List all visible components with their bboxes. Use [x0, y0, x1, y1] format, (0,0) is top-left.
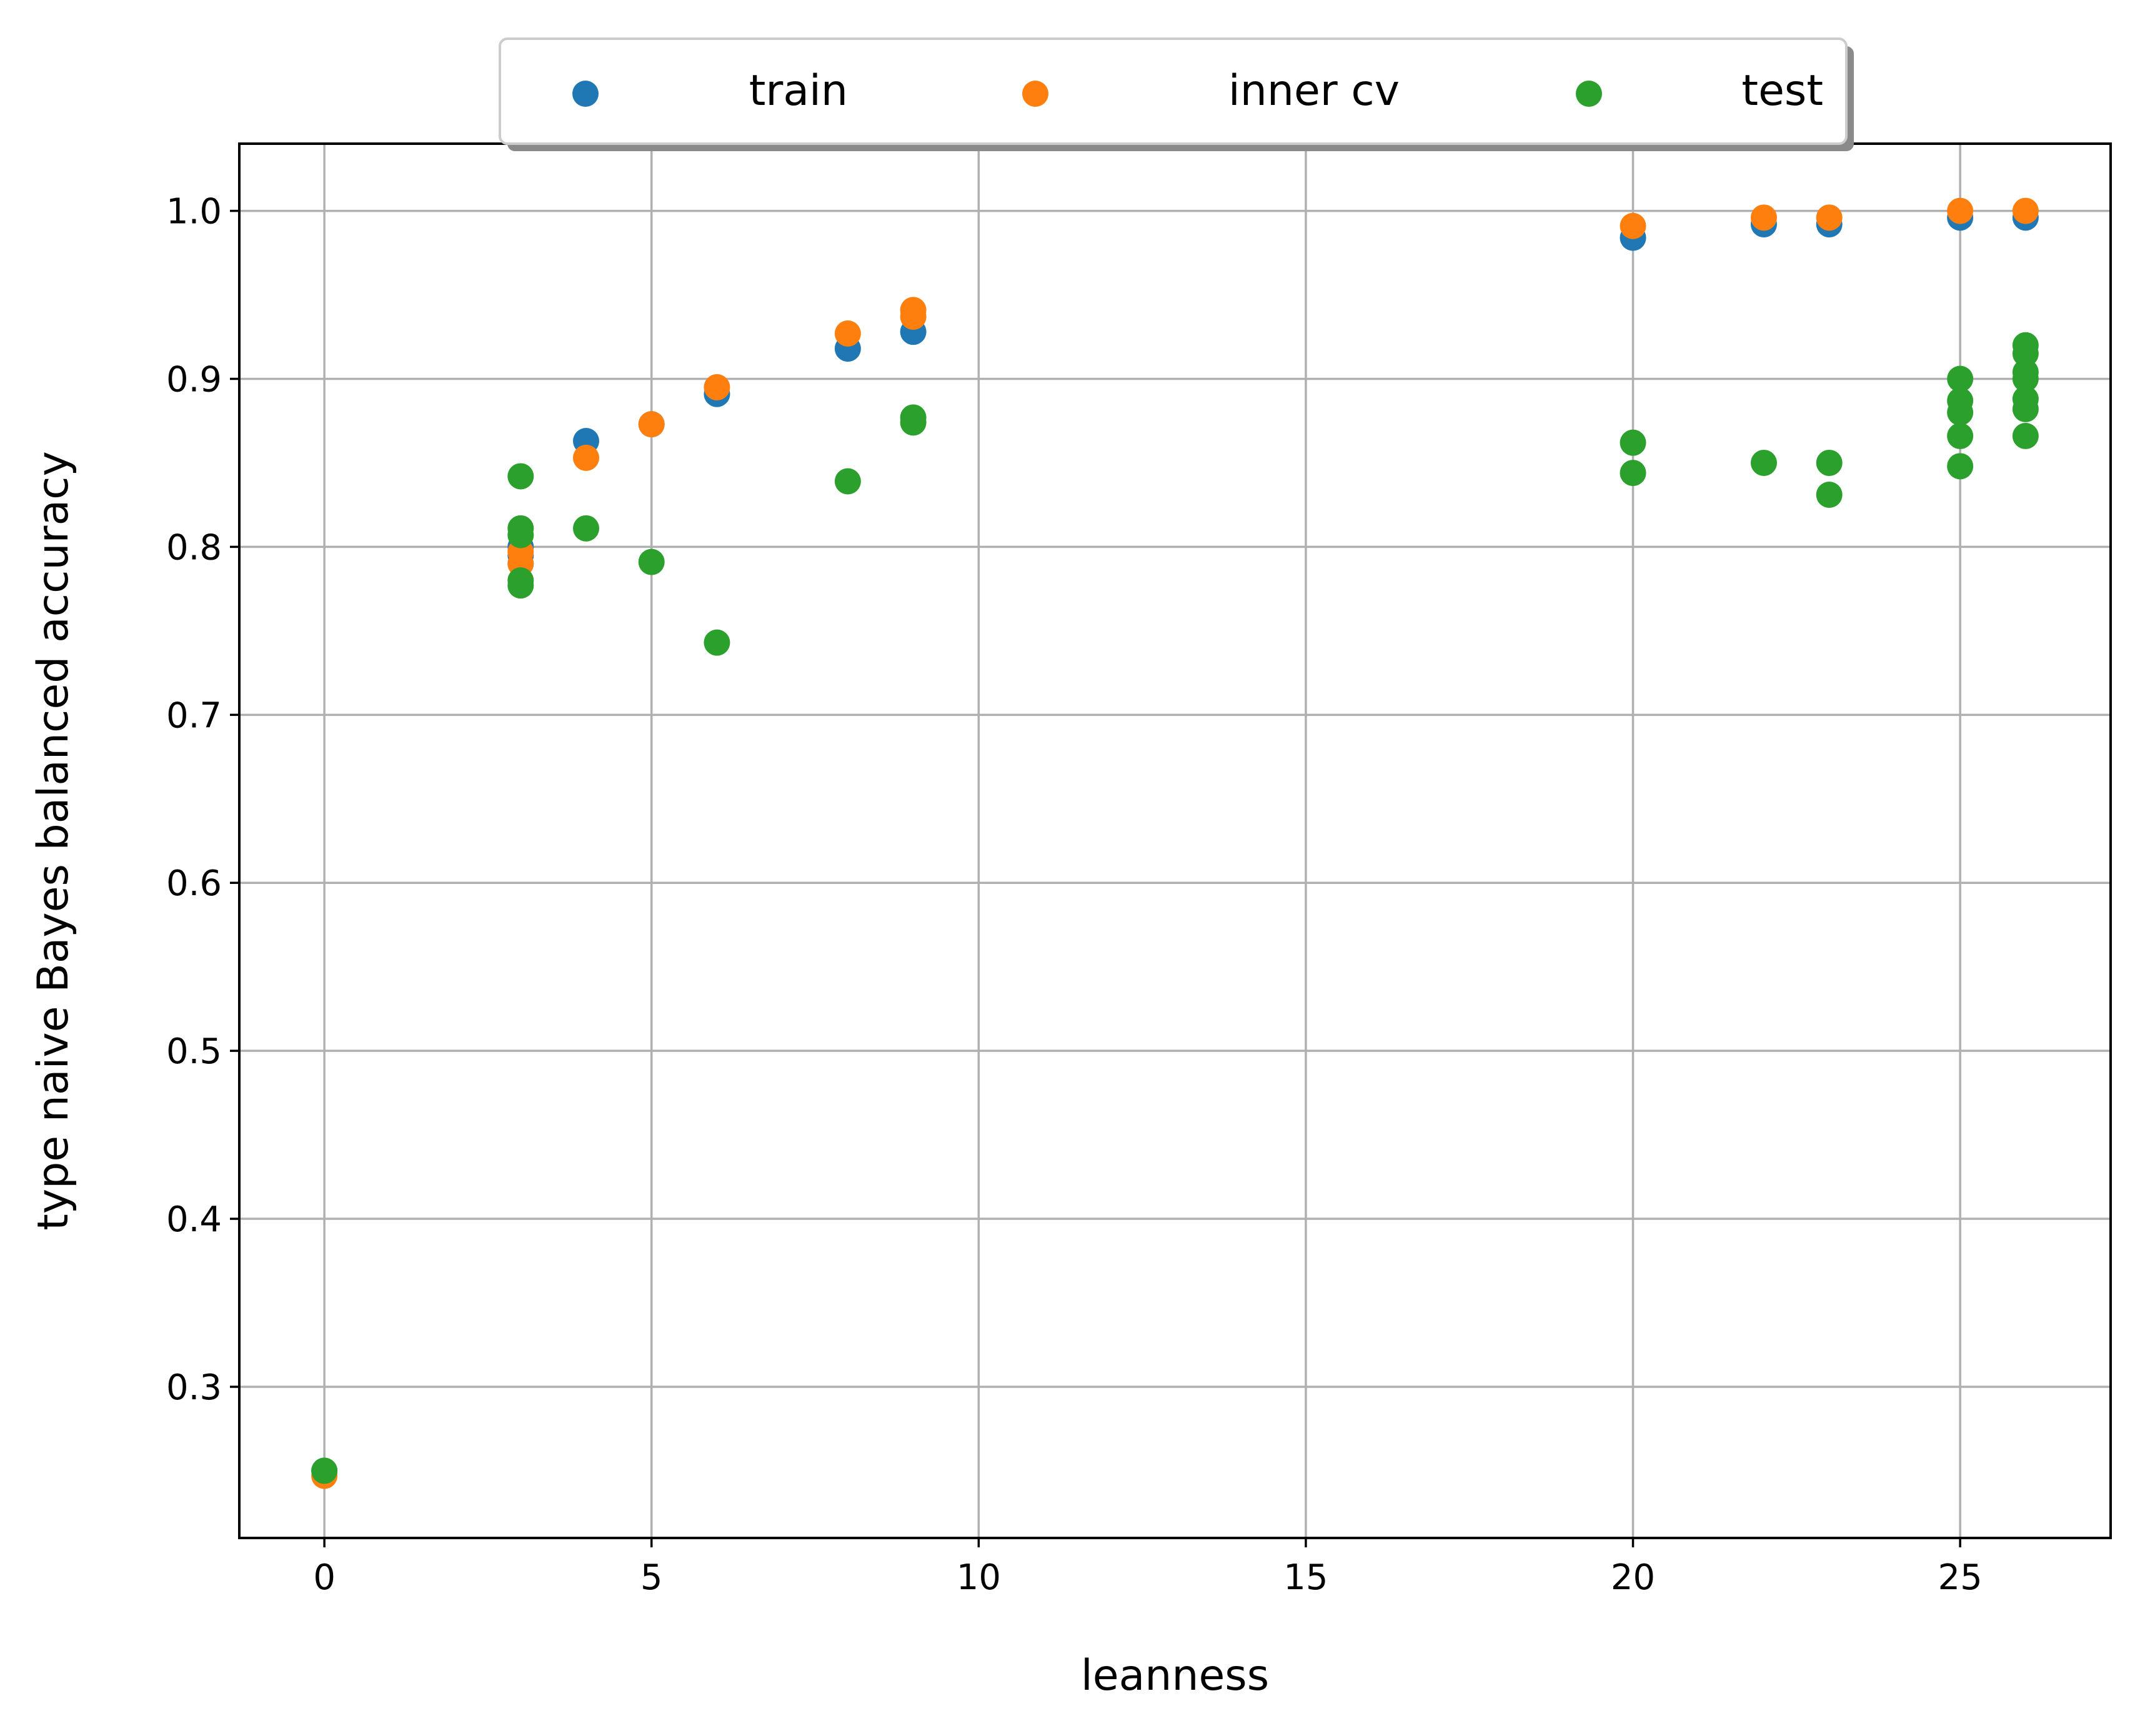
data-point	[507, 522, 534, 548]
data-point	[2012, 340, 2039, 367]
data-point	[1947, 422, 1974, 449]
legend-item-test: test	[1576, 66, 1823, 116]
axis-ticks: 0 5 10 15 20 25 0.3 0.4 0.5 0.6 0.7 0.8 0.9 1.0	[166, 192, 1983, 1598]
x-tick-label: 10	[957, 1557, 1001, 1598]
legend-marker	[1576, 81, 1602, 107]
data-point	[573, 515, 600, 542]
series-inner-cv	[311, 197, 2039, 1489]
data-point	[1816, 449, 1843, 476]
data-point	[1750, 204, 1777, 231]
legend-item-inner-cv: inner cv	[1022, 66, 1400, 116]
grid-lines	[239, 144, 2111, 1538]
x-tick-label: 15	[1283, 1557, 1328, 1598]
data-point	[834, 468, 861, 495]
x-tick-label: 25	[1938, 1557, 1983, 1598]
legend-items: train inner cv test	[572, 66, 1823, 116]
data-point	[573, 444, 600, 471]
data-point	[1620, 429, 1646, 456]
y-tick-label: 0.7	[166, 695, 222, 736]
data-point	[1620, 460, 1646, 487]
plot-frame	[238, 142, 2112, 1539]
legend-box	[499, 37, 1848, 145]
data-point	[1816, 204, 1843, 231]
data-point	[1947, 399, 1974, 426]
data-point	[2012, 365, 2039, 392]
data-points	[311, 197, 2039, 1489]
data-point	[507, 463, 534, 490]
legend-item-train: train	[572, 66, 848, 116]
data-point	[704, 629, 730, 656]
data-point	[900, 297, 927, 324]
data-point	[834, 320, 861, 347]
data-point	[1947, 365, 1974, 392]
y-tick-label: 0.4	[166, 1199, 222, 1240]
legend-marker	[572, 81, 599, 107]
y-tick-label: 0.3	[166, 1367, 222, 1408]
y-tick-label: 0.5	[166, 1031, 222, 1072]
series-test	[311, 332, 2039, 1484]
data-point	[507, 572, 534, 599]
data-point	[1947, 453, 1974, 480]
data-point	[311, 1457, 338, 1484]
data-point	[704, 374, 730, 400]
legend-label: test	[1741, 66, 1823, 116]
data-point	[638, 411, 665, 438]
x-tick-label: 0	[313, 1557, 336, 1598]
data-point	[638, 548, 665, 575]
data-point	[2012, 197, 2039, 224]
legend-label: inner cv	[1228, 66, 1400, 116]
y-tick-label: 0.9	[166, 359, 222, 400]
x-axis-title: leanness	[1081, 1651, 1269, 1700]
data-point	[2012, 422, 2039, 449]
legend-marker	[1022, 81, 1048, 107]
data-point	[2012, 395, 2039, 422]
legend: train inner cv test	[499, 37, 1854, 151]
series-train	[311, 204, 2039, 1484]
data-point	[1947, 197, 1974, 224]
y-tick-label: 0.8	[166, 527, 222, 568]
data-point	[900, 404, 927, 431]
data-point	[1620, 212, 1646, 239]
data-point	[1750, 449, 1777, 476]
legend-label: train	[749, 66, 848, 116]
x-tick-label: 5	[640, 1557, 663, 1598]
data-point	[1816, 482, 1843, 508]
y-axis-title: type naive Bayes balanced accuracy	[29, 451, 78, 1231]
y-tick-label: 0.6	[166, 863, 222, 904]
x-tick-label: 20	[1611, 1557, 1655, 1598]
y-tick-label: 1.0	[166, 192, 222, 232]
